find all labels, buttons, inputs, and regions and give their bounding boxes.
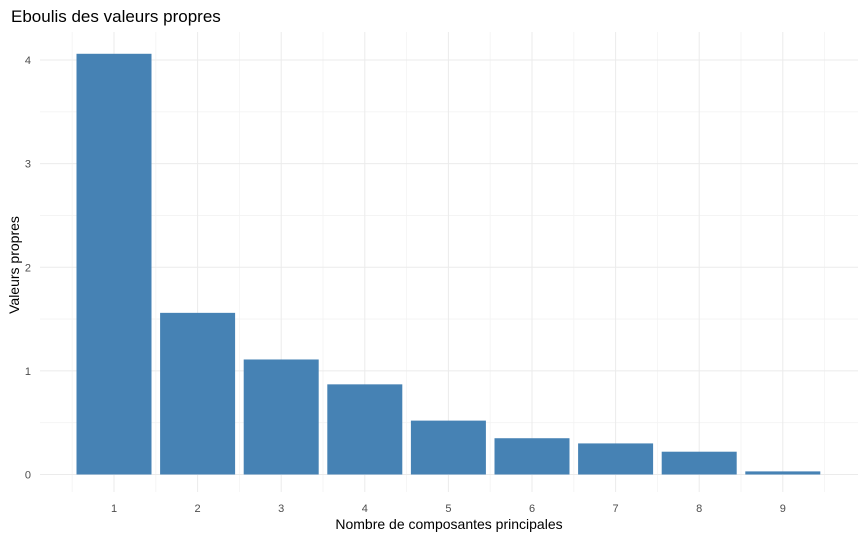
- x-tick-label-2: 2: [195, 503, 201, 515]
- x-tick-label-4: 4: [362, 503, 368, 515]
- bar-8: [661, 451, 737, 475]
- bars: [76, 53, 821, 475]
- y-tick-label-4: 4: [25, 55, 31, 67]
- bar-1: [76, 53, 152, 475]
- bar-4: [327, 384, 403, 475]
- x-tick-label-8: 8: [696, 503, 702, 515]
- bar-9: [745, 471, 821, 475]
- x-axis-title: Nombre de composantes principales: [335, 516, 562, 532]
- x-tick-label-3: 3: [278, 503, 284, 515]
- chart-title: Eboulis des valeurs propres: [11, 7, 221, 26]
- x-tick-label-9: 9: [780, 503, 786, 515]
- x-axis-ticks: 1 2 3 4 5 6 7 8 9: [111, 503, 786, 515]
- x-tick-label-7: 7: [613, 503, 619, 515]
- y-tick-label-0: 0: [25, 470, 31, 482]
- y-axis-ticks: 0 1 2 3 4: [25, 55, 31, 482]
- x-tick-label-1: 1: [111, 503, 117, 515]
- bar-6: [494, 438, 570, 475]
- bar-5: [410, 420, 486, 475]
- x-tick-label-6: 6: [529, 503, 535, 515]
- bar-3: [243, 359, 319, 475]
- y-tick-label-1: 1: [25, 366, 31, 378]
- x-tick-label-5: 5: [445, 503, 451, 515]
- bar-7: [578, 443, 654, 475]
- bar-2: [160, 312, 236, 475]
- y-tick-label-2: 2: [25, 262, 31, 274]
- y-tick-label-3: 3: [25, 159, 31, 171]
- y-axis-title: Valeurs propres: [6, 216, 22, 314]
